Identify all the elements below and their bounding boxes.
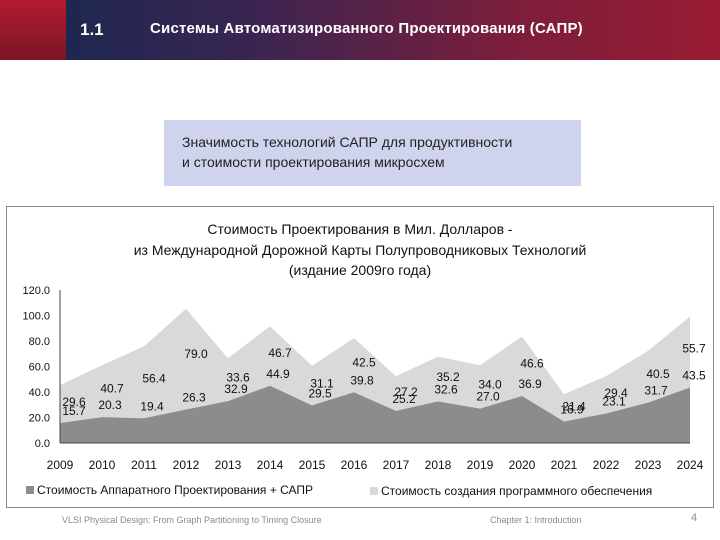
data-label-hardware: 27.0 bbox=[476, 390, 500, 404]
chart-title-line-2: из Международной Дорожной Карты Полупров… bbox=[133, 242, 587, 258]
data-label-software: 31.1 bbox=[310, 377, 334, 391]
data-label-software: 55.7 bbox=[682, 341, 706, 355]
y-tick-label: 60.0 bbox=[29, 362, 50, 374]
legend-swatch-hardware bbox=[26, 486, 34, 494]
x-tick-label: 2009 bbox=[47, 458, 74, 472]
y-tick-label: 120.0 bbox=[22, 285, 50, 297]
data-label-software: 35.2 bbox=[436, 370, 460, 384]
header-bar: 1.1 Системы Автоматизированного Проектир… bbox=[0, 0, 720, 60]
series-area-hardware bbox=[60, 385, 690, 443]
chart-title-line-1: Стоимость Проектирования в Мил. Долларов… bbox=[207, 221, 513, 237]
y-tick-label: 20.0 bbox=[29, 413, 50, 425]
x-tick-label: 2017 bbox=[383, 458, 410, 472]
data-label-hardware: 43.5 bbox=[682, 369, 706, 383]
data-label-software: 33.6 bbox=[226, 370, 250, 384]
data-label-hardware: 32.9 bbox=[224, 382, 248, 396]
x-tick-label: 2013 bbox=[215, 458, 242, 472]
data-label-software: 46.6 bbox=[520, 356, 544, 370]
data-label-software: 79.0 bbox=[184, 347, 208, 361]
data-label-hardware: 31.7 bbox=[644, 384, 668, 398]
data-label-hardware: 19.4 bbox=[140, 399, 164, 413]
data-label-hardware: 39.8 bbox=[350, 373, 374, 387]
data-label-software: 56.4 bbox=[142, 372, 166, 386]
x-tick-label: 2016 bbox=[341, 458, 368, 472]
y-tick-label: 40.0 bbox=[29, 387, 50, 399]
y-tick-label: 80.0 bbox=[29, 336, 50, 348]
slide-title: Системы Автоматизированного Проектирован… bbox=[150, 20, 583, 37]
x-tick-label: 2014 bbox=[257, 458, 284, 472]
data-label-hardware: 25.2 bbox=[392, 392, 416, 406]
header-accent bbox=[0, 0, 66, 60]
data-label-hardware: 36.9 bbox=[518, 377, 542, 391]
data-label-hardware: 16.9 bbox=[560, 402, 584, 416]
data-label-software: 27.2 bbox=[394, 385, 418, 399]
x-tick-label: 2019 bbox=[467, 458, 494, 472]
legend-swatch-software bbox=[370, 487, 378, 495]
x-tick-label: 2024 bbox=[677, 458, 704, 472]
data-label-software: 34.0 bbox=[478, 378, 502, 392]
data-label-software: 40.5 bbox=[646, 367, 670, 381]
x-tick-label: 2022 bbox=[593, 458, 620, 472]
footer-page-number: 4 bbox=[691, 512, 698, 524]
data-label-hardware: 20.3 bbox=[98, 398, 122, 412]
y-tick-label: 100.0 bbox=[22, 311, 50, 323]
section-number: 1.1 bbox=[80, 20, 104, 39]
legend-label-software: Стоимость создания программного обеспече… bbox=[381, 484, 652, 498]
data-label-software: 40.7 bbox=[100, 382, 124, 396]
x-tick-label: 2015 bbox=[299, 458, 326, 472]
data-label-software: 46.7 bbox=[268, 346, 292, 360]
x-tick-label: 2023 bbox=[635, 458, 662, 472]
x-tick-label: 2010 bbox=[89, 458, 116, 472]
x-tick-label: 2011 bbox=[131, 458, 157, 472]
x-tick-label: 2020 bbox=[509, 458, 536, 472]
x-tick-label: 2021 bbox=[551, 458, 578, 472]
x-tick-label: 2018 bbox=[425, 458, 452, 472]
data-label-hardware: 29.5 bbox=[308, 386, 332, 400]
data-label-software: 42.5 bbox=[352, 355, 376, 369]
subtitle-box: Значимость технологий САПР для продуктив… bbox=[164, 120, 581, 186]
footer-chapter: Chapter 1: Introduction bbox=[490, 515, 582, 525]
data-label-hardware: 32.6 bbox=[434, 382, 458, 396]
data-label-software: 29.6 bbox=[62, 395, 86, 409]
chart-title-line-3: (издание 2009го года) bbox=[288, 262, 432, 278]
data-label-software: 29.4 bbox=[604, 386, 628, 400]
subtitle-line-1: Значимость технологий САПР для продуктив… bbox=[182, 134, 513, 150]
data-label-hardware: 15.7 bbox=[62, 404, 86, 418]
legend-label-hardware: Стоимость Аппаратного Проектирования + С… bbox=[37, 483, 313, 497]
subtitle-line-2: и стоимости проектирования микросхем bbox=[182, 154, 445, 170]
series-area-software bbox=[60, 308, 690, 423]
data-label-software: 21.4 bbox=[562, 399, 586, 413]
x-tick-label: 2012 bbox=[173, 458, 200, 472]
y-tick-label: 0.0 bbox=[35, 438, 50, 450]
data-label-hardware: 44.9 bbox=[266, 367, 290, 381]
data-label-hardware: 23.1 bbox=[602, 395, 626, 409]
data-label-hardware: 26.3 bbox=[182, 390, 206, 404]
footer-book-title: VLSI Physical Design: From Graph Partiti… bbox=[62, 515, 322, 525]
